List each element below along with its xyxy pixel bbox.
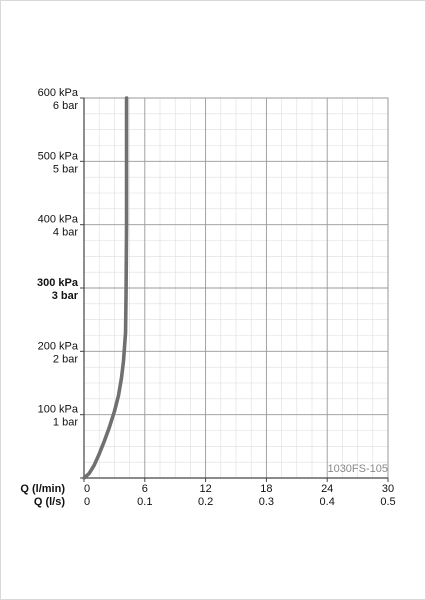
y-tick-label-kpa: 400 kPa [38,214,79,226]
series-layer [82,96,129,480]
x-tick-label-lps: 0 [84,496,90,508]
x-tick-label-lpm: 18 [260,483,272,495]
x-tick-label-lps: 0.1 [137,496,152,508]
y-tick-label-bar: 2 bar [53,353,78,365]
y-tick-label-bar: 3 bar [52,290,79,302]
x-tick-label-lps: 0.2 [198,496,213,508]
x-tick-label-lpm: 30 [382,483,394,495]
x-tick-labels: 00 60.1 120.2 180.3 240.4 300.5 [84,483,396,508]
x-tick-label-lps: 0.3 [259,496,274,508]
x-tick-label-lps: 0.5 [380,496,395,508]
x-tick-label-lpm: 6 [142,483,148,495]
x-axis-title-lps: Q (l/s) [34,496,66,508]
pressure-flow-curve [82,96,129,480]
y-tick-label-bar: 1 bar [53,417,78,429]
x-tick-label-lps: 0.4 [320,496,335,508]
x-tick-label-lpm: 0 [84,483,90,495]
y-tick-label-bar: 5 bar [53,163,78,175]
y-tick-label-kpa: 100 kPa [38,404,79,416]
axes [80,97,389,482]
y-tick-label-bar: 4 bar [53,227,78,239]
x-axis-title-lpm: Q (l/min) [20,483,65,495]
y-tick-label-kpa: 200 kPa [38,340,79,352]
y-tick-label-kpa: 300 kPa [37,277,79,289]
x-tick-label-lpm: 24 [321,483,333,495]
x-tick-label-lpm: 12 [199,483,211,495]
y-tick-label-kpa: 500 kPa [38,150,79,162]
y-tick-label-bar: 6 bar [53,100,78,112]
y-tick-label-kpa: 600 kPa [38,87,79,99]
chart-code-label: 1030FS-105 [327,463,388,475]
